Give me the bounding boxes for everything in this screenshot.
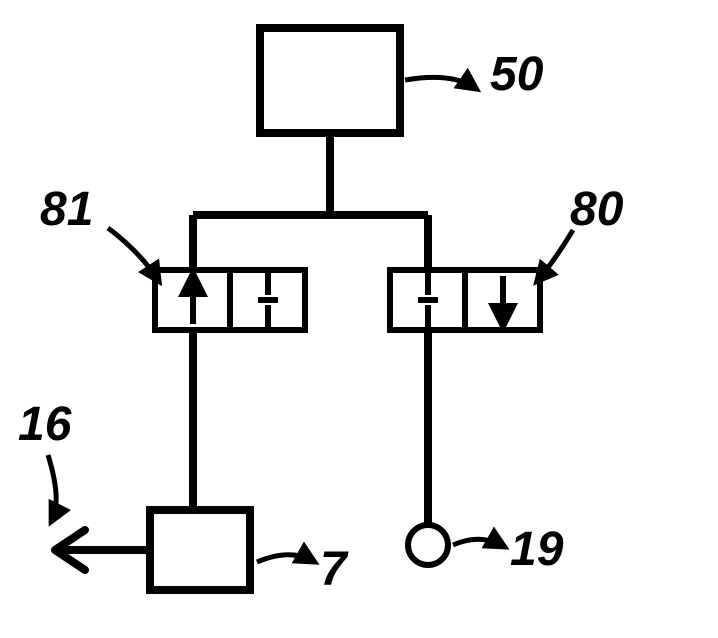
leader-81 bbox=[108, 228, 158, 280]
label-16: 16 bbox=[18, 398, 72, 451]
label-50: 50 bbox=[490, 48, 544, 101]
label-80: 80 bbox=[570, 183, 624, 236]
schematic-diagram: 50 81 80 16 7 19 bbox=[0, 0, 718, 638]
leader-16 bbox=[48, 455, 56, 520]
leader-80 bbox=[538, 230, 573, 280]
valve-81 bbox=[155, 270, 305, 330]
block-50 bbox=[260, 28, 400, 133]
label-81: 81 bbox=[40, 183, 93, 236]
leader-50 bbox=[405, 77, 475, 88]
block-7 bbox=[150, 510, 250, 590]
label-19: 19 bbox=[510, 523, 564, 576]
label-7: 7 bbox=[320, 543, 349, 596]
pump-19 bbox=[408, 525, 448, 565]
leader-19 bbox=[453, 539, 503, 546]
valve-80 bbox=[390, 270, 540, 330]
leader-7 bbox=[257, 555, 313, 562]
